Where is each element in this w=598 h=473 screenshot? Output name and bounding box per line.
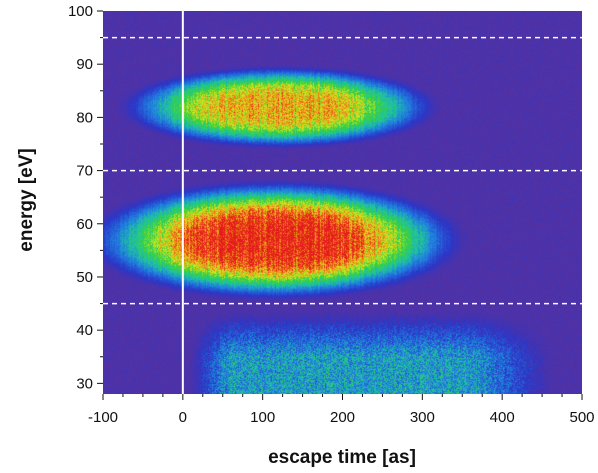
y-tick-label: 30	[76, 375, 93, 392]
x-axis-title: escape time [as]	[268, 447, 416, 468]
x-tick-label: 500	[569, 409, 594, 426]
y-tick-label: 60	[76, 216, 93, 233]
x-tick-label: 0	[179, 409, 187, 426]
x-tick-label: 200	[330, 409, 355, 426]
x-axis: -100 0 100 200 300 400 500	[88, 394, 595, 426]
x-tick-label: 300	[410, 409, 435, 426]
y-tick-label: 70	[76, 163, 93, 180]
y-tick-label: 100	[68, 3, 93, 20]
x-tick-label: 400	[490, 409, 515, 426]
y-tick-label: 90	[76, 56, 93, 73]
y-tick-label: 80	[76, 109, 93, 126]
x-tick-label: 100	[250, 409, 275, 426]
y-tick-label: 40	[76, 322, 93, 339]
reference-lines	[103, 11, 582, 394]
x-tick-label: -100	[88, 409, 118, 426]
y-axis: 30 40 50 60 70 80 90 100	[68, 3, 103, 392]
y-tick-label: 50	[76, 269, 93, 286]
heatmap-image	[103, 11, 582, 394]
y-axis-title: energy [eV]	[16, 148, 37, 251]
